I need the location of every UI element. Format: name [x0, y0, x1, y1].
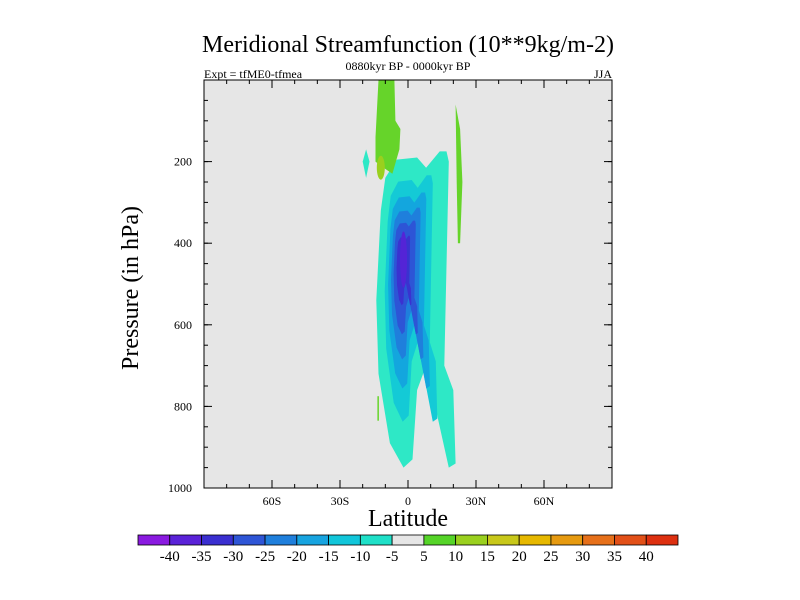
contour-neg-35 [400, 231, 407, 288]
colorbar-label: 30 [575, 549, 590, 565]
x-tick-label: 30S [331, 494, 350, 508]
y-tick-label: 600 [174, 318, 192, 332]
x-tick-label: 60N [534, 494, 555, 508]
colorbar-swatch [455, 534, 488, 546]
x-axis-label: Latitude [368, 506, 448, 532]
colorbar-swatch [296, 534, 329, 546]
colorbar-label: -25 [255, 549, 275, 565]
x-tick-label: 30N [466, 494, 487, 508]
chart-subtitle-left: Expt = tfME0-tfmea [204, 67, 303, 81]
colorbar-swatch [201, 534, 234, 546]
y-tick-label: 1000 [168, 481, 192, 495]
colorbar-swatch [487, 534, 520, 546]
negative-patch-west [362, 149, 370, 178]
colorbar-swatch [423, 534, 457, 546]
y-tick-label: 800 [174, 399, 192, 413]
positive-column-upper [375, 80, 401, 174]
colorbar-label: -40 [160, 549, 180, 565]
colorbar-swatch [391, 534, 425, 546]
y-tick-label: 200 [174, 155, 192, 169]
colorbar-swatch [550, 534, 584, 546]
positive-line-lower [377, 396, 379, 421]
colorbar-label: 25 [543, 549, 558, 565]
colorbar-swatch [328, 534, 361, 546]
colorbar-swatch [518, 534, 552, 546]
colorbar-label: -35 [192, 549, 212, 565]
colorbar-label: 20 [512, 549, 527, 565]
colorbar-swatch [614, 534, 647, 546]
x-tick-label: 60S [263, 494, 282, 508]
colorbar-swatch [169, 534, 202, 546]
colorbar-label: 5 [420, 549, 428, 565]
y-axis-label: Pressure (in hPa) [118, 206, 144, 370]
colorbar-label: -30 [223, 549, 243, 565]
colorbar-label: 10 [448, 549, 463, 565]
colorbar: -40 -35 -30 -25 -20 -15 -10 -5 5 10 15 20 25 30 35 40 [137, 534, 679, 565]
colorbar-label: -10 [350, 549, 370, 565]
x-tick-label: 0 [405, 494, 411, 508]
colorbar-swatch [582, 534, 615, 546]
colorbar-swatch [264, 534, 298, 546]
colorbar-label: 15 [480, 549, 495, 565]
positive-core-upper [376, 155, 385, 180]
positive-sliver-north [455, 104, 463, 244]
colorbar-swatch [645, 534, 679, 546]
colorbar-label: -20 [287, 549, 307, 565]
colorbar-label: -5 [386, 549, 399, 565]
chart-subtitle-center: 0880kyr BP - 0000kyr BP [346, 59, 471, 73]
y-tick-label: 400 [174, 236, 192, 250]
colorbar-label: -15 [319, 549, 339, 565]
x-axis: 60S 30S 0 30N 60N [203, 80, 613, 508]
contour-layer [362, 80, 463, 468]
chart-subtitle-right: JJA [594, 67, 612, 81]
colorbar-label: 40 [639, 549, 654, 565]
colorbar-swatch [232, 534, 266, 546]
chart-title: Meridional Streamfunction (10**9kg/m-2) [202, 32, 614, 58]
colorbar-label: 35 [607, 549, 622, 565]
colorbar-swatch [359, 534, 393, 546]
colorbar-swatch [137, 534, 171, 546]
y-axis: 200 400 600 800 1000 [168, 79, 612, 495]
